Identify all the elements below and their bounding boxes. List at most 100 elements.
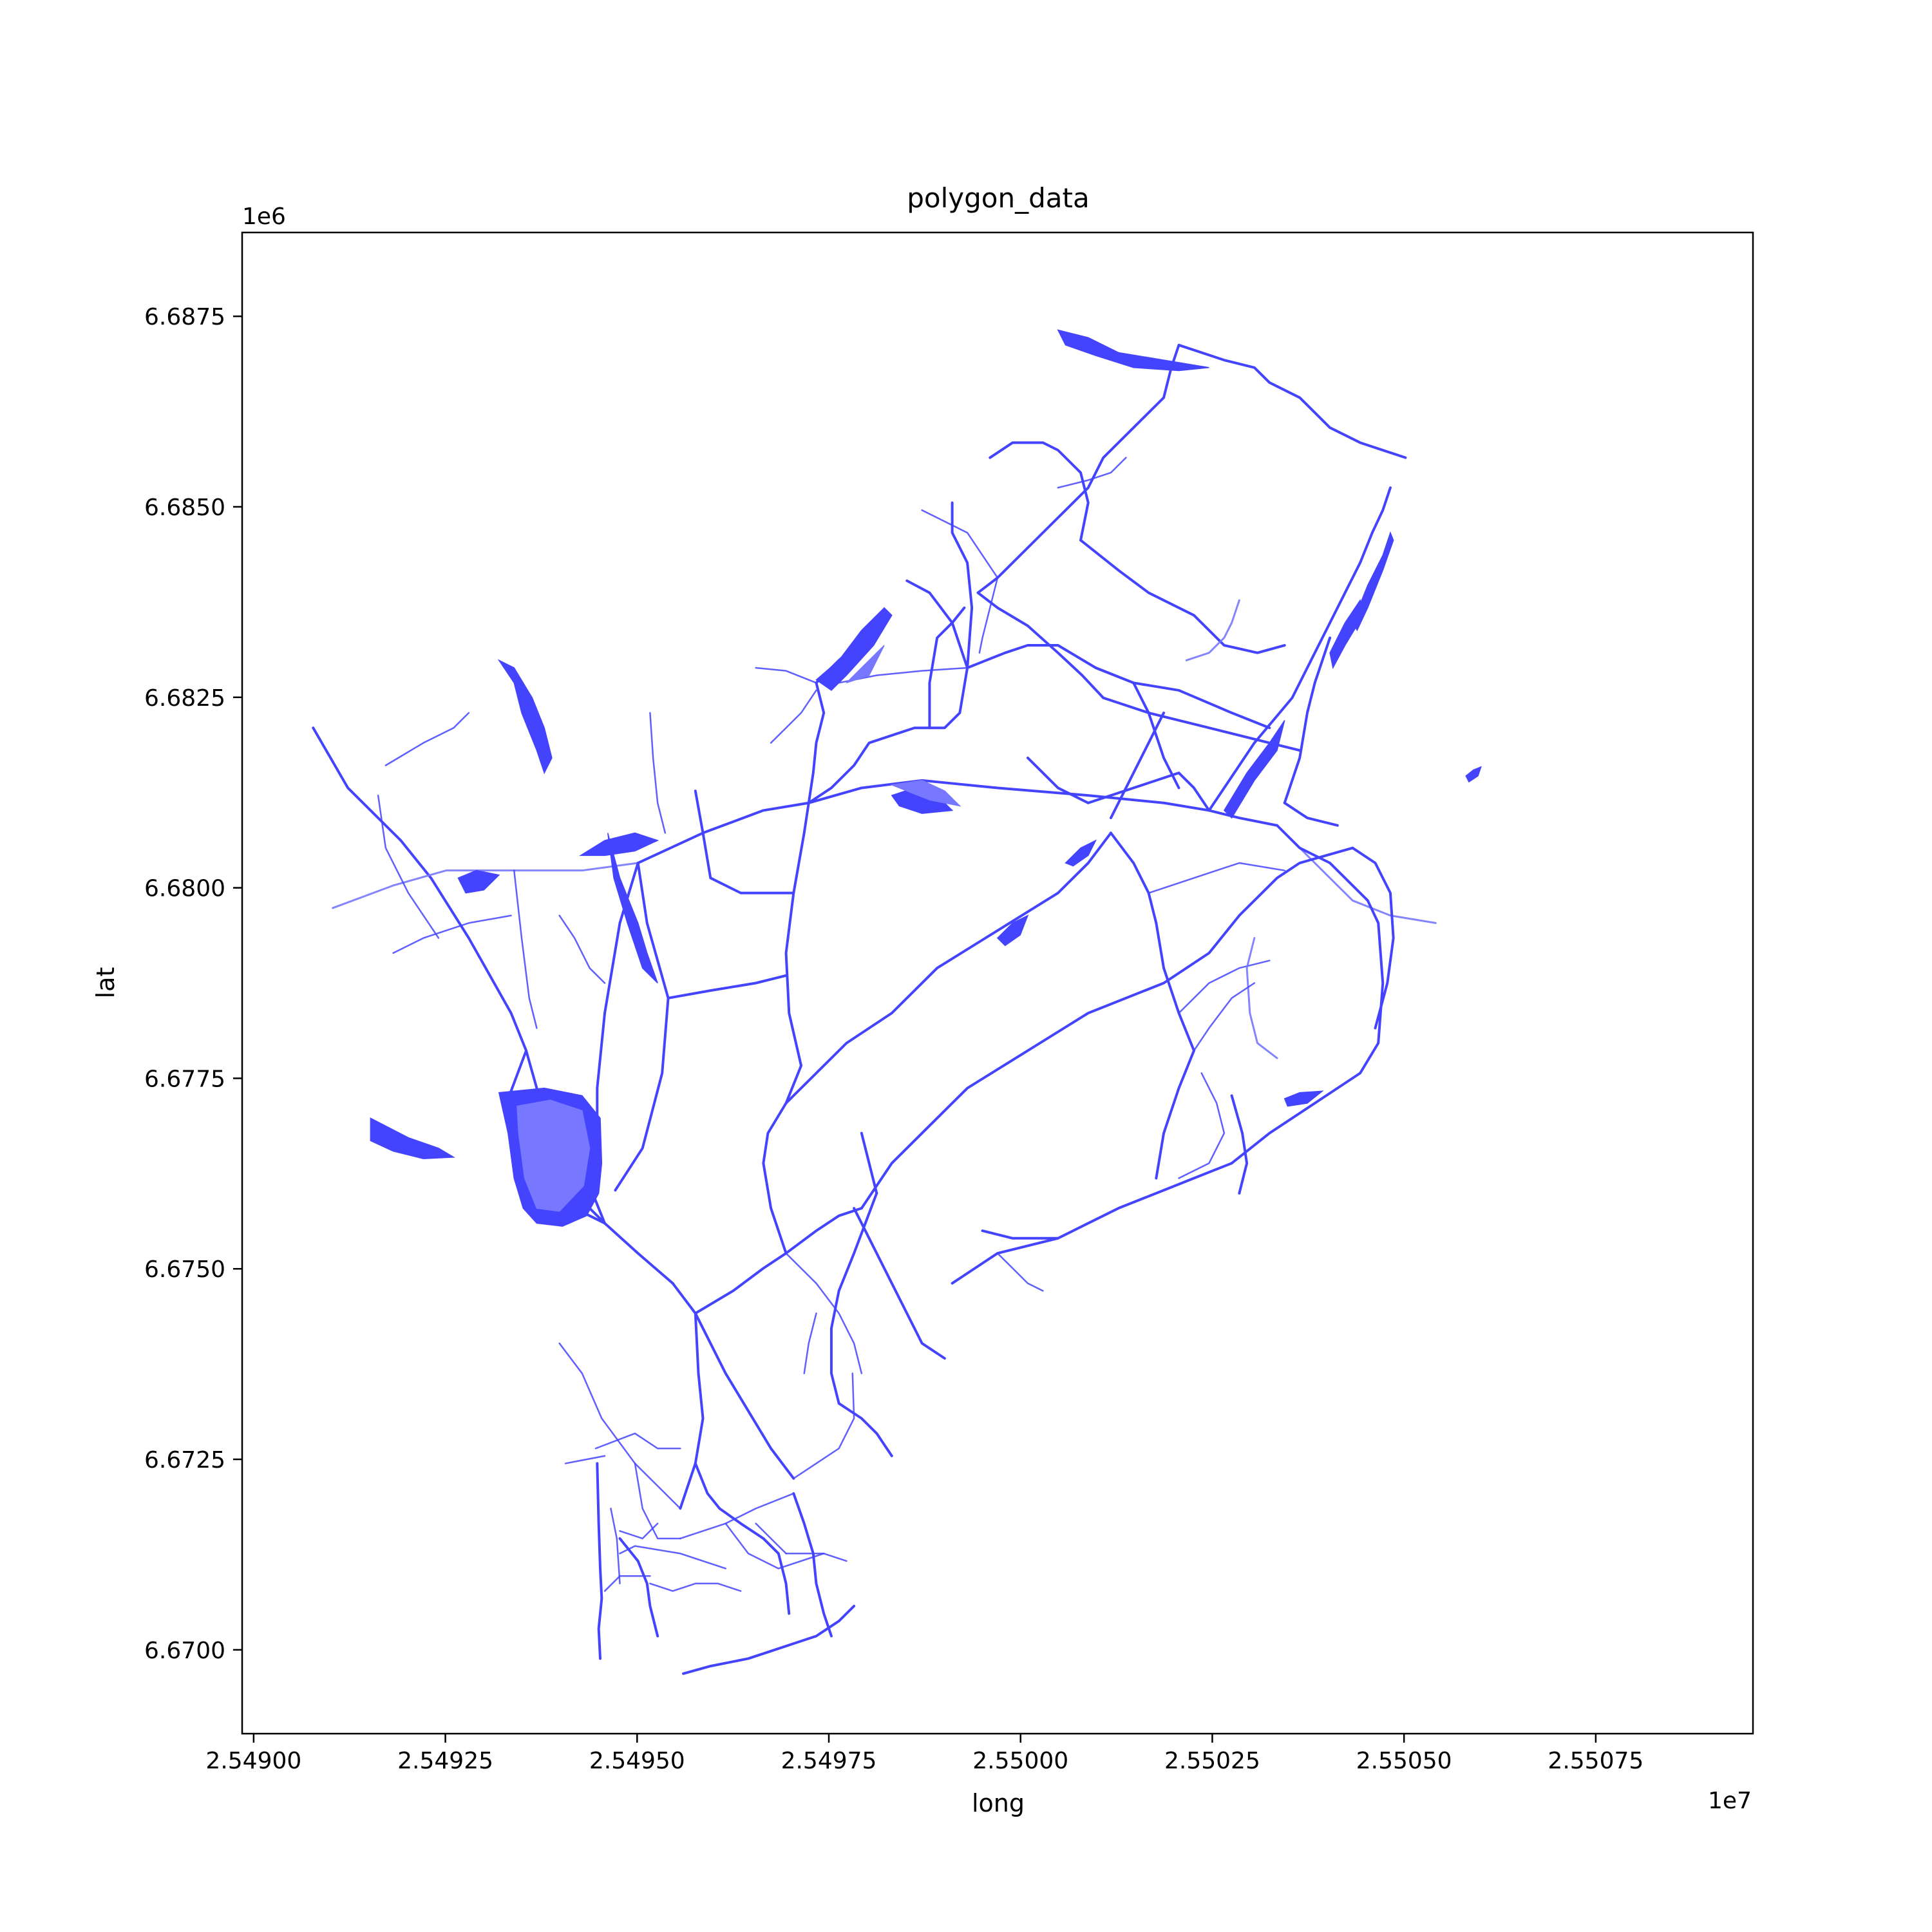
- road-polygon: [610, 1508, 621, 1585]
- road-polygon: [1148, 862, 1285, 894]
- road-polygon: [784, 831, 1112, 1104]
- y-tick-label: 6.6850: [144, 495, 225, 521]
- road-polygon: [694, 1312, 795, 1480]
- road-polygon: [667, 974, 788, 999]
- road-polygon: [312, 726, 528, 1052]
- area-polygon: [1352, 531, 1394, 632]
- plot-frame: [241, 231, 1754, 1735]
- road-polygon: [1245, 937, 1278, 1059]
- y-tick-label: 6.6825: [144, 685, 225, 712]
- y-tick-label: 6.6750: [144, 1256, 225, 1283]
- road-polygon: [636, 779, 1279, 865]
- road-polygon: [1057, 457, 1127, 489]
- road-polygon: [1102, 696, 1302, 752]
- road-polygon: [564, 1455, 606, 1464]
- area-polygon: [607, 833, 658, 984]
- road-polygon: [755, 1522, 787, 1555]
- road-polygon: [619, 1522, 659, 1540]
- area-polygon: [1465, 766, 1482, 783]
- road-polygon: [762, 801, 810, 1255]
- y-tick-label: 6.6875: [144, 304, 225, 330]
- road-polygon: [1026, 756, 1211, 812]
- road-polygon: [1193, 982, 1256, 1052]
- y-tick-label: 6.6800: [144, 876, 225, 902]
- road-polygon: [682, 1604, 856, 1675]
- road-polygon: [1230, 1094, 1249, 1195]
- road-polygon: [558, 1342, 681, 1510]
- road-polygon: [558, 914, 606, 984]
- road-polygon: [1109, 831, 1158, 925]
- road-polygon: [694, 1462, 791, 1615]
- feature-layer: [312, 329, 1482, 1675]
- area-polygon: [497, 659, 553, 775]
- road-polygon: [981, 1162, 1233, 1240]
- x-tick-label: 2.54950: [589, 1748, 685, 1774]
- area-polygon: [815, 607, 893, 691]
- y-offset-label: 1e6: [242, 204, 286, 230]
- area-polygon: [996, 914, 1029, 947]
- y-tick-label: 6.6700: [144, 1638, 225, 1664]
- road-polygon: [837, 1402, 893, 1457]
- x-axis-label: long: [972, 1789, 1025, 1817]
- area-polygon: [578, 832, 659, 857]
- x-tick-label: 2.55000: [972, 1748, 1068, 1774]
- road-polygon: [829, 1191, 878, 1405]
- road-polygon: [928, 606, 966, 730]
- road-polygon: [384, 712, 470, 766]
- area-polygon: [516, 1099, 591, 1212]
- road-polygon: [1079, 538, 1286, 654]
- road-polygon: [807, 501, 974, 804]
- area-polygon: [846, 645, 885, 684]
- x-offset-label: 1e7: [1708, 1788, 1752, 1814]
- road-polygon: [1178, 960, 1271, 1014]
- area-polygon: [1065, 839, 1097, 867]
- road-polygon: [792, 1492, 833, 1638]
- road-polygon: [694, 790, 795, 895]
- road-polygon: [905, 579, 969, 669]
- road-polygon: [649, 712, 667, 834]
- area-polygon: [1329, 599, 1364, 670]
- road-polygon: [614, 996, 670, 1192]
- road-polygon: [860, 1132, 878, 1195]
- road-polygon: [634, 1463, 681, 1540]
- road-polygon: [976, 343, 1180, 594]
- area-polygon: [370, 1117, 455, 1159]
- area-polygon: [889, 780, 961, 807]
- area-polygon: [1223, 720, 1285, 819]
- road-polygon: [679, 1312, 705, 1510]
- road-polygon: [921, 509, 999, 579]
- road-polygon: [853, 1207, 946, 1360]
- x-tick-label: 2.55025: [1164, 1748, 1260, 1774]
- x-tick-label: 2.54900: [205, 1748, 301, 1774]
- x-tick-label: 2.55050: [1356, 1748, 1452, 1774]
- y-axis-ticks: 6.6700 6.6725 6.6750 6.6775 6.6800 6.6825 6.68…: [144, 304, 242, 1664]
- road-polygon: [1208, 486, 1392, 812]
- road-polygon: [1177, 343, 1407, 459]
- road-polygon: [785, 1553, 848, 1562]
- road-polygon: [976, 591, 1105, 699]
- road-polygon: [1230, 824, 1385, 1165]
- x-tick-label: 2.54925: [397, 1748, 493, 1774]
- road-polygon: [770, 689, 817, 744]
- area-polygon: [1057, 329, 1209, 372]
- y-axis-label: lat: [91, 967, 120, 999]
- road-polygon: [636, 862, 670, 999]
- road-polygon: [618, 1537, 659, 1638]
- road-polygon: [1109, 711, 1166, 820]
- road-polygon: [694, 1252, 788, 1315]
- x-axis-ticks: 2.54900 2.54925 2.54950 2.54975 2.55000 2.550…: [205, 1734, 1643, 1774]
- road-polygon: [596, 1462, 603, 1660]
- road-polygon: [619, 1545, 726, 1569]
- road-polygon: [649, 1582, 742, 1592]
- road-polygon: [1351, 846, 1395, 1030]
- y-tick-label: 6.6775: [144, 1066, 225, 1092]
- road-polygon: [1283, 801, 1339, 827]
- road-polygon: [513, 869, 538, 1029]
- road-polygon: [996, 1252, 1044, 1292]
- road-polygon: [594, 1432, 681, 1450]
- road-polygon: [860, 846, 1354, 1210]
- road-polygon: [724, 1522, 825, 1569]
- road-polygon: [803, 1312, 817, 1374]
- road-polygon: [784, 1207, 863, 1255]
